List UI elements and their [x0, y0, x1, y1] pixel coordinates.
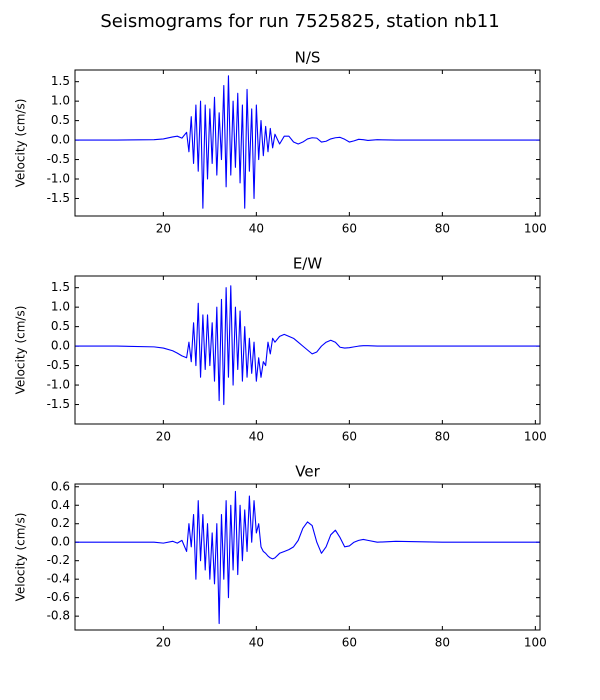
- y-tick-label: 0.6: [51, 479, 70, 493]
- figure-title: Seismograms for run 7525825, station nb1…: [100, 11, 499, 32]
- plot-frame: [74, 69, 541, 217]
- x-tick-label: 100: [524, 222, 547, 236]
- x-tick-label: 100: [524, 636, 547, 650]
- x-tick-label: 40: [249, 430, 264, 444]
- x-tick-label: 60: [342, 636, 357, 650]
- y-axis-label: Velocity (cm/s): [14, 306, 28, 395]
- plot-frame: [74, 483, 541, 631]
- panel-title: E/W: [293, 255, 323, 273]
- y-axis-label: Velocity (cm/s): [14, 513, 28, 602]
- x-tick-label: 20: [156, 430, 171, 444]
- y-tick-label: -0.2: [47, 553, 70, 567]
- y-tick-label: 0.0: [51, 535, 70, 549]
- x-tick-label: 40: [249, 222, 264, 236]
- y-tick-label: -1.0: [47, 378, 70, 392]
- y-tick-label: 0.0: [51, 339, 70, 353]
- y-tick-label: 0.0: [51, 133, 70, 147]
- y-tick-label: 1.0: [51, 300, 70, 314]
- y-tick-label: -0.8: [47, 609, 70, 623]
- y-tick-label: -0.6: [47, 590, 70, 604]
- seismogram-line: [75, 490, 540, 625]
- panel-title: N/S: [295, 49, 321, 67]
- y-axis-label: Velocity (cm/s): [14, 99, 28, 188]
- y-tick-label: 1.5: [51, 74, 70, 88]
- y-tick-label: -0.5: [47, 358, 70, 372]
- x-tick-label: 100: [524, 430, 547, 444]
- plot-frame: [74, 275, 541, 425]
- y-tick-label: 0.5: [51, 113, 70, 127]
- x-tick-label: 80: [435, 222, 450, 236]
- x-tick-label: 40: [249, 636, 264, 650]
- x-tick-label: 60: [342, 430, 357, 444]
- x-tick-label: 80: [435, 636, 450, 650]
- y-tick-label: -1.5: [47, 191, 70, 205]
- y-tick-label: -1.0: [47, 172, 70, 186]
- x-tick-label: 80: [435, 430, 450, 444]
- x-tick-label: 20: [156, 222, 171, 236]
- y-tick-label: -0.5: [47, 152, 70, 166]
- y-tick-label: 0.5: [51, 319, 70, 333]
- y-tick-label: 0.4: [51, 498, 70, 512]
- y-tick-label: 1.5: [51, 280, 70, 294]
- x-tick-label: 60: [342, 222, 357, 236]
- y-tick-label: -1.5: [47, 397, 70, 411]
- y-tick-label: -0.4: [47, 572, 70, 586]
- panel-title: Ver: [295, 463, 320, 481]
- seismogram-line: [75, 75, 540, 209]
- y-tick-label: 0.2: [51, 516, 70, 530]
- x-tick-label: 20: [156, 636, 171, 650]
- y-tick-label: 1.0: [51, 94, 70, 108]
- seismogram-line: [75, 285, 540, 406]
